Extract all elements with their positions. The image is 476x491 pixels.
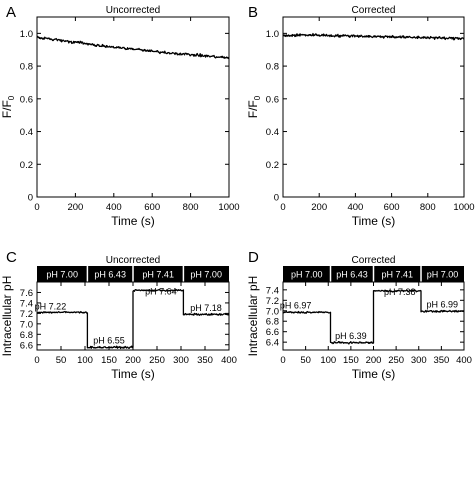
y-tick-label: 7.4 <box>266 285 279 296</box>
x-tick-label: 400 <box>456 355 472 366</box>
panel-letter: B <box>248 4 258 21</box>
ph-bar-label: pH 7.00 <box>291 270 323 280</box>
x-tick-label: 400 <box>347 202 363 213</box>
trace-annotation: pH 6.39 <box>335 331 367 341</box>
plot-frame <box>36 16 230 198</box>
panel-letter: A <box>6 4 16 21</box>
x-tick-label: 400 <box>221 355 237 366</box>
x-tick-label: 50 <box>56 355 67 366</box>
y-axis-label: Intracellular pH <box>0 276 14 357</box>
panel-letter: D <box>248 249 259 266</box>
data-trace <box>36 288 230 350</box>
plot-frame <box>282 16 465 198</box>
data-trace <box>282 32 465 41</box>
y-tick-label: 0.4 <box>20 127 33 138</box>
y-tick-label: 7.6 <box>20 288 33 299</box>
panel-letter: C <box>6 249 17 266</box>
x-axis-label: Time (s) <box>111 214 155 228</box>
y-tick-label: 7.0 <box>266 306 279 317</box>
x-axis-label: Time (s) <box>352 214 396 228</box>
ph-bar-label: pH 7.00 <box>190 270 222 280</box>
y-tick-label: 6.6 <box>20 340 33 351</box>
x-tick-label: 800 <box>183 202 199 213</box>
trace-annotation: pH 7.22 <box>35 302 67 312</box>
y-tick-label: 7.4 <box>20 298 33 309</box>
panel-title: Uncorrected <box>106 5 160 16</box>
y-tick-label: 0.6 <box>266 94 279 105</box>
x-tick-label: 300 <box>173 355 189 366</box>
data-trace <box>282 289 465 345</box>
x-tick-label: 400 <box>106 202 122 213</box>
x-tick-label: 600 <box>144 202 160 213</box>
panel-title: Uncorrected <box>106 255 160 266</box>
x-tick-label: 150 <box>343 355 359 366</box>
x-tick-label: 50 <box>300 355 311 366</box>
trace-annotation: pH 6.55 <box>93 336 125 346</box>
ph-bar-label: pH 7.41 <box>381 270 413 280</box>
y-axis-label: F/F0 <box>246 95 262 118</box>
y-tick-label: 6.8 <box>266 317 279 328</box>
y-axis-label: F/F0 <box>0 95 16 118</box>
ph-bar-label: pH 6.43 <box>94 270 126 280</box>
y-tick-label: 0.4 <box>266 127 279 138</box>
panel-title: Corrected <box>352 5 396 16</box>
ph-bar-label: pH 7.00 <box>427 270 459 280</box>
y-tick-label: 7.0 <box>20 319 33 330</box>
y-tick-label: 0.8 <box>266 62 279 73</box>
x-tick-label: 350 <box>433 355 449 366</box>
y-tick-label: 0.2 <box>20 160 33 171</box>
y-tick-label: 0 <box>28 193 33 204</box>
trace-annotation: pH 7.18 <box>190 303 222 313</box>
panel-title: Corrected <box>352 255 396 266</box>
y-tick-label: 1.0 <box>266 29 279 40</box>
trace-annotation: pH 7.38 <box>384 287 416 297</box>
data-trace <box>36 35 230 60</box>
x-tick-label: 100 <box>320 355 336 366</box>
x-tick-label: 200 <box>311 202 327 213</box>
x-tick-label: 0 <box>34 355 39 366</box>
x-tick-label: 150 <box>101 355 117 366</box>
y-tick-label: 0.8 <box>20 62 33 73</box>
x-tick-label: 250 <box>149 355 165 366</box>
x-tick-label: 100 <box>77 355 93 366</box>
trace-annotation: pH 6.97 <box>280 301 312 311</box>
x-tick-label: 1000 <box>453 202 474 213</box>
y-tick-label: 1.0 <box>20 29 33 40</box>
x-tick-label: 800 <box>420 202 436 213</box>
y-tick-label: 7.2 <box>20 309 33 320</box>
x-tick-label: 0 <box>280 202 285 213</box>
x-axis-label: Time (s) <box>352 367 396 381</box>
y-tick-label: 0 <box>274 193 279 204</box>
ph-bar-label: pH 7.00 <box>46 270 78 280</box>
y-tick-label: 6.6 <box>266 327 279 338</box>
x-tick-label: 1000 <box>218 202 239 213</box>
x-tick-label: 350 <box>197 355 213 366</box>
x-tick-label: 600 <box>384 202 400 213</box>
x-tick-label: 0 <box>34 202 39 213</box>
y-axis-label: Intracellular pH <box>246 276 260 357</box>
x-tick-label: 200 <box>125 355 141 366</box>
ph-bar-label: pH 7.41 <box>142 270 174 280</box>
trace-annotation: pH 7.64 <box>145 287 177 297</box>
x-axis-label: Time (s) <box>111 367 155 381</box>
x-tick-label: 250 <box>388 355 404 366</box>
x-tick-label: 300 <box>411 355 427 366</box>
y-axis-label-subscript: 0 <box>7 95 16 100</box>
y-tick-label: 6.4 <box>266 338 279 349</box>
y-axis-label-subscript: 0 <box>253 95 262 100</box>
x-tick-label: 0 <box>280 355 285 366</box>
x-tick-label: 200 <box>67 202 83 213</box>
x-tick-label: 200 <box>366 355 382 366</box>
y-tick-label: 0.6 <box>20 94 33 105</box>
ph-bar-label: pH 6.43 <box>336 270 368 280</box>
y-tick-label: 0.2 <box>266 160 279 171</box>
y-tick-label: 7.2 <box>266 296 279 307</box>
y-tick-label: 6.8 <box>20 330 33 341</box>
trace-annotation: pH 6.99 <box>427 300 459 310</box>
